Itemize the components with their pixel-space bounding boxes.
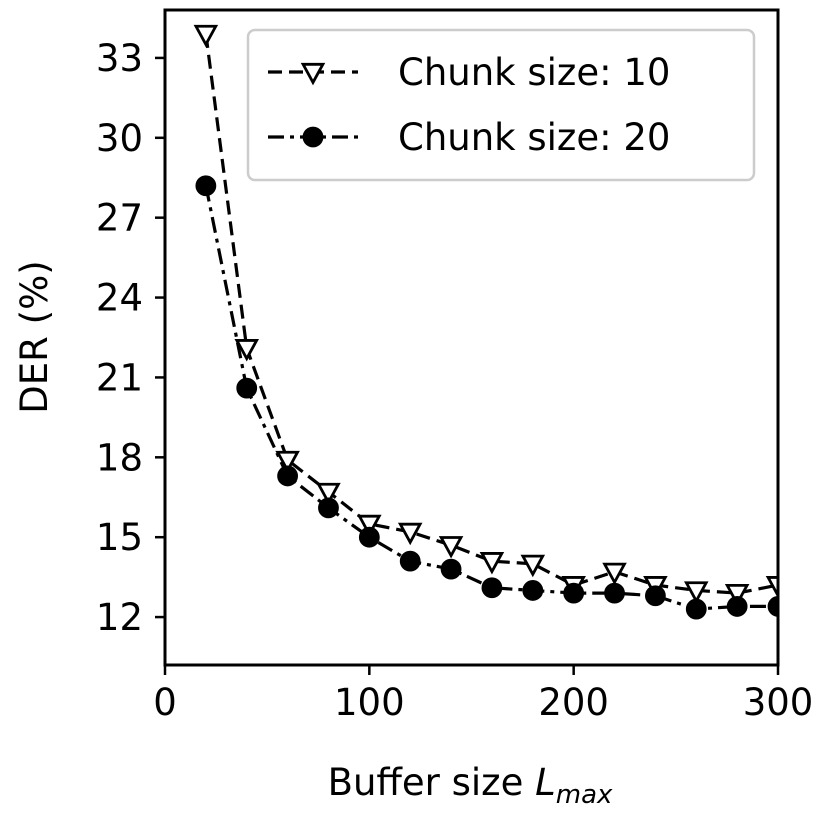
data-point bbox=[234, 339, 259, 362]
legend-marker bbox=[300, 62, 326, 86]
legend: Chunk size: 10 Chunk size: 20 bbox=[246, 28, 756, 182]
data-point bbox=[316, 482, 341, 506]
legend-box bbox=[246, 28, 756, 182]
data-point bbox=[604, 582, 625, 604]
data-point bbox=[522, 580, 544, 601]
legend-entry-2: Chunk size: 20 bbox=[268, 116, 670, 159]
x-axis-label-subscript: max bbox=[556, 780, 613, 810]
data-point bbox=[726, 596, 748, 617]
x-tick-label: 300 bbox=[743, 681, 814, 724]
data-point bbox=[397, 522, 423, 546]
data-point bbox=[563, 582, 585, 604]
y-axis-label: DER (%) bbox=[13, 260, 56, 413]
series-layer bbox=[193, 24, 778, 620]
y-tick-label: 18 bbox=[96, 436, 143, 479]
ticks-layer: 0 100 200 300 12 15 18 21 24 27 30 33 bbox=[96, 37, 813, 724]
x-tick-label: 100 bbox=[334, 681, 405, 724]
legend-marker bbox=[302, 126, 324, 148]
data-point bbox=[481, 577, 503, 599]
data-point bbox=[685, 598, 707, 620]
data-point bbox=[275, 450, 300, 474]
legend-label: Chunk size: 10 bbox=[398, 51, 670, 94]
y-tick-label: 27 bbox=[96, 197, 143, 240]
y-tick-label: 12 bbox=[96, 596, 143, 639]
data-point bbox=[724, 584, 750, 607]
data-point bbox=[479, 552, 505, 575]
data-point bbox=[765, 576, 778, 599]
series-line bbox=[204, 185, 778, 611]
y-tick-label: 21 bbox=[96, 356, 143, 399]
legend-label: Chunk size: 20 bbox=[398, 116, 670, 159]
legend-entry-1: Chunk size: 10 bbox=[268, 51, 670, 94]
data-point bbox=[236, 377, 258, 399]
x-tick-label: 200 bbox=[538, 681, 609, 724]
data-point bbox=[318, 497, 339, 519]
data-point bbox=[277, 465, 299, 487]
data-point bbox=[520, 554, 546, 578]
x-axis-label: Buffer size Lmax bbox=[328, 761, 613, 810]
x-axis-label-math: L bbox=[535, 761, 556, 804]
y-tick-label: 24 bbox=[96, 277, 143, 320]
y-tick-label: 33 bbox=[96, 37, 143, 80]
data-point bbox=[645, 585, 666, 607]
data-point bbox=[357, 514, 382, 538]
data-point bbox=[684, 581, 709, 604]
series-line bbox=[204, 33, 778, 595]
data-point bbox=[193, 24, 219, 48]
y-tick-label: 30 bbox=[96, 117, 143, 160]
data-point bbox=[602, 562, 627, 586]
x-axis-label-text: Buffer size bbox=[328, 761, 536, 804]
plot-frame bbox=[163, 8, 780, 667]
x-tick-label: 0 bbox=[153, 681, 177, 724]
data-point bbox=[438, 536, 464, 559]
data-point bbox=[358, 526, 380, 548]
data-point bbox=[195, 175, 217, 197]
data-point bbox=[399, 550, 421, 572]
data-point bbox=[440, 558, 462, 580]
y-tick-label: 15 bbox=[96, 516, 143, 559]
